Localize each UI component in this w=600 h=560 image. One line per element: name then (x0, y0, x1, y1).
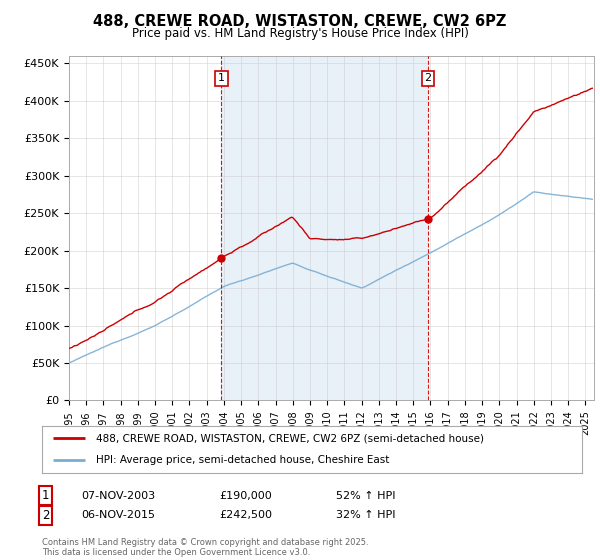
Text: 1: 1 (42, 489, 50, 502)
Text: £190,000: £190,000 (219, 491, 272, 501)
Bar (221, 56, 428, 400)
Text: HPI: Average price, semi-detached house, Cheshire East: HPI: Average price, semi-detached house,… (96, 455, 389, 465)
Text: 52% ↑ HPI: 52% ↑ HPI (336, 491, 395, 501)
Text: 2: 2 (42, 508, 50, 522)
Text: 488, CREWE ROAD, WISTASTON, CREWE, CW2 6PZ (semi-detached house): 488, CREWE ROAD, WISTASTON, CREWE, CW2 6… (96, 433, 484, 444)
Text: 1: 1 (218, 73, 225, 83)
Text: Price paid vs. HM Land Registry's House Price Index (HPI): Price paid vs. HM Land Registry's House … (131, 27, 469, 40)
Text: 32% ↑ HPI: 32% ↑ HPI (336, 510, 395, 520)
Text: Contains HM Land Registry data © Crown copyright and database right 2025.
This d: Contains HM Land Registry data © Crown c… (42, 538, 368, 557)
Text: 06-NOV-2015: 06-NOV-2015 (81, 510, 155, 520)
Text: 488, CREWE ROAD, WISTASTON, CREWE, CW2 6PZ: 488, CREWE ROAD, WISTASTON, CREWE, CW2 6… (94, 14, 506, 29)
Text: 07-NOV-2003: 07-NOV-2003 (81, 491, 155, 501)
Text: £242,500: £242,500 (219, 510, 272, 520)
Text: 2: 2 (424, 73, 431, 83)
